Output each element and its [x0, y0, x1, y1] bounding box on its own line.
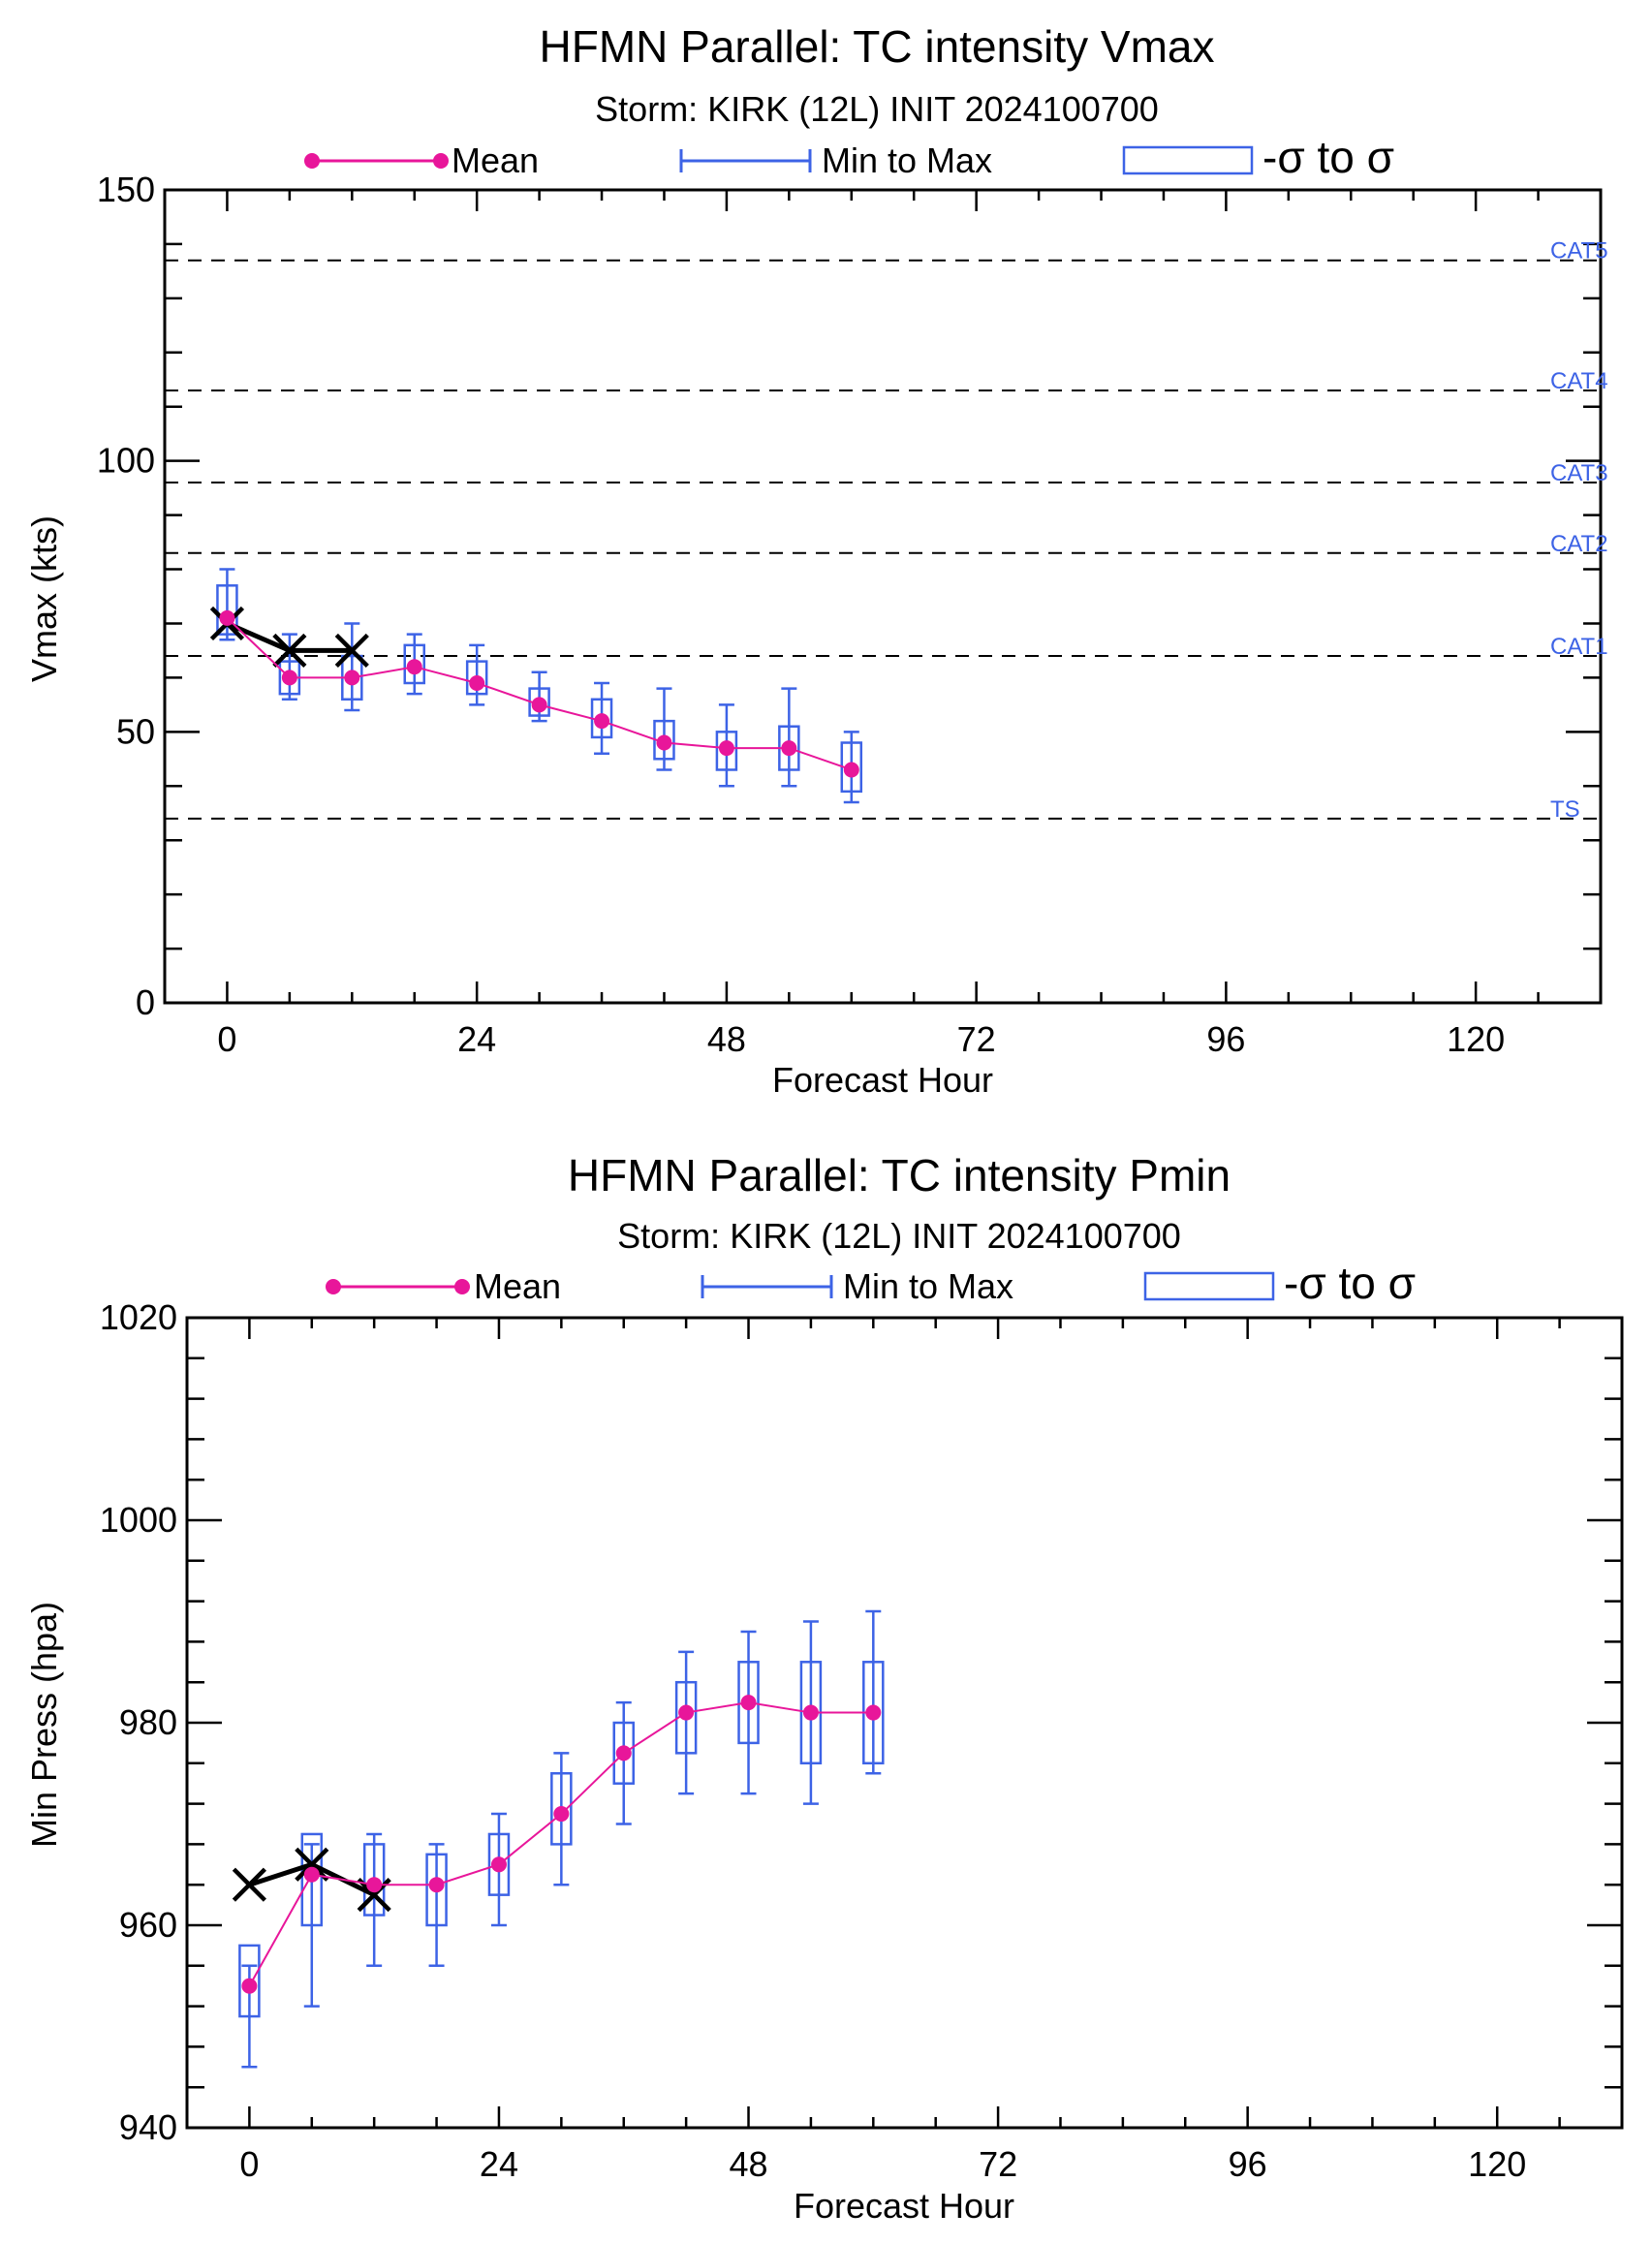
vmax-threshold-label: CAT2 [1550, 531, 1608, 557]
pmin-x-tick-label: 0 [239, 2144, 259, 2184]
pmin-y-axis-label: Min Press (hpa) [24, 1602, 64, 1848]
legend-minmax-label: Min to Max [843, 1266, 1013, 1306]
vmax-x-tick-label: 96 [1206, 1019, 1245, 1059]
pmin-x-tick-label: 120 [1468, 2144, 1526, 2184]
pmin-y-tick-label: 960 [119, 1905, 177, 1945]
pmin-mean-point [366, 1877, 383, 1893]
pmin-sigma-box [674, 1680, 698, 1755]
vmax-sigma-box [403, 643, 425, 685]
vmax-chart: HFMN Parallel: TC intensity Vmax Storm: … [24, 21, 1608, 1100]
vmax-threshold-label: CAT4 [1550, 368, 1608, 394]
pmin-mean-point [553, 1806, 570, 1823]
vmax-mean-point [281, 670, 297, 686]
pmin-plot-area: 0 24 48 72 96 120 940 960 980 1000 1020 [100, 1297, 1624, 2184]
legend-mean-marker [454, 1279, 470, 1294]
pmin-legend: Mean Min to Max -σ to σ [326, 1258, 1416, 1308]
vmax-x-axis-label: Forecast Hour [772, 1060, 993, 1100]
legend-sigma-label: -σ to σ [1284, 1258, 1416, 1308]
vmax-mean-point [344, 670, 360, 686]
pmin-y-tick-label: 1000 [100, 1500, 177, 1540]
vmax-mean-point [531, 697, 547, 713]
pmin-observed-point [295, 1847, 329, 1882]
pmin-mean-point [490, 1856, 507, 1873]
pmin-y-tick-label: 940 [119, 2107, 177, 2147]
pmin-chart-subtitle: Storm: KIRK (12L) INIT 2024100700 [617, 1216, 1181, 1256]
pmin-mean-point [241, 1978, 258, 1994]
pmin-mean-point [802, 1704, 819, 1721]
pmin-mean-point [615, 1745, 632, 1761]
pmin-sigma-box [737, 1661, 760, 1745]
vmax-threshold-label: TS [1550, 796, 1580, 823]
pmin-x-tick-label: 24 [480, 2144, 518, 2184]
pmin-mean-point [428, 1877, 445, 1893]
vmax-x-tick-label: 120 [1447, 1019, 1505, 1059]
vmax-sigma-box [216, 584, 238, 636]
vmax-legend: Mean Min to Max -σ to σ [304, 132, 1394, 182]
vmax-threshold-label: CAT1 [1550, 634, 1608, 660]
vmax-mean-point [406, 659, 422, 675]
pmin-sigma-box [362, 1843, 386, 1917]
vmax-x-tick-label: 0 [217, 1019, 236, 1059]
vmax-observed-point [272, 633, 307, 669]
pmin-sigma-box [487, 1832, 511, 1896]
vmax-threshold-label: CAT3 [1550, 460, 1608, 486]
vmax-plot-area: 0 24 48 72 96 120 0 50 100 150 CAT5 CAT4 CAT3 CAT2 CAT… [97, 170, 1608, 1059]
vmax-plot-frame [163, 188, 1603, 1005]
vmax-sigma-box [465, 660, 488, 696]
pmin-x-tick-label: 48 [729, 2144, 767, 2184]
legend-mean-label: Mean [452, 140, 539, 180]
vmax-y-tick-label: 100 [97, 441, 155, 481]
pmin-sigma-box [612, 1721, 635, 1785]
legend-sigma-box [1122, 145, 1254, 175]
vmax-threshold-label: CAT5 [1550, 238, 1608, 265]
legend-mean-marker [304, 153, 320, 169]
vmax-mean-point [718, 740, 734, 757]
pmin-chart-title: HFMN Parallel: TC intensity Pmin [568, 1150, 1231, 1200]
legend-minmax-label: Min to Max [822, 140, 992, 180]
vmax-observed-point [334, 633, 369, 669]
vmax-mean-point [781, 740, 797, 757]
vmax-y-tick-label: 50 [116, 711, 155, 751]
vmax-mean-point [469, 674, 485, 691]
vmax-chart-title: HFMN Parallel: TC intensity Vmax [540, 21, 1215, 72]
pmin-mean-point [303, 1866, 320, 1883]
pmin-sigma-box [550, 1772, 573, 1846]
vmax-y-axis-label: Vmax (kts) [24, 515, 64, 682]
vmax-mean-point [219, 609, 235, 626]
pmin-x-axis-label: Forecast Hour [794, 2186, 1014, 2226]
vmax-mean-point [656, 734, 672, 751]
pmin-mean-point [740, 1695, 757, 1711]
vmax-mean-point [843, 762, 859, 778]
legend-sigma-box [1143, 1271, 1275, 1301]
vmax-sigma-box [715, 731, 738, 771]
pmin-x-tick-label: 72 [979, 2144, 1017, 2184]
vmax-mean-point [594, 713, 610, 730]
legend-mean-marker [326, 1279, 341, 1294]
pmin-sigma-box [238, 1944, 261, 2018]
vmax-y-tick-label: 150 [97, 170, 155, 209]
legend-mean-label: Mean [474, 1266, 561, 1306]
pmin-chart: HFMN Parallel: TC intensity Pmin Storm: … [24, 1150, 1624, 2226]
pmin-x-tick-label: 96 [1229, 2144, 1267, 2184]
pmin-observed-point [232, 1867, 266, 1902]
vmax-x-tick-label: 48 [707, 1019, 746, 1059]
pmin-sigma-box [425, 1853, 448, 1927]
pmin-sigma-box [300, 1832, 324, 1927]
pmin-y-tick-label: 1020 [100, 1297, 177, 1337]
vmax-x-tick-label: 24 [457, 1019, 496, 1059]
vmax-y-tick-label: 0 [136, 982, 155, 1022]
pmin-y-tick-label: 980 [119, 1702, 177, 1742]
legend-mean-marker [433, 153, 449, 169]
pmin-mean-point [678, 1704, 695, 1721]
pmin-mean-point [865, 1704, 882, 1721]
legend-sigma-label: -σ to σ [1262, 132, 1394, 182]
vmax-chart-subtitle: Storm: KIRK (12L) INIT 2024100700 [595, 89, 1159, 129]
vmax-x-tick-label: 72 [957, 1019, 996, 1059]
